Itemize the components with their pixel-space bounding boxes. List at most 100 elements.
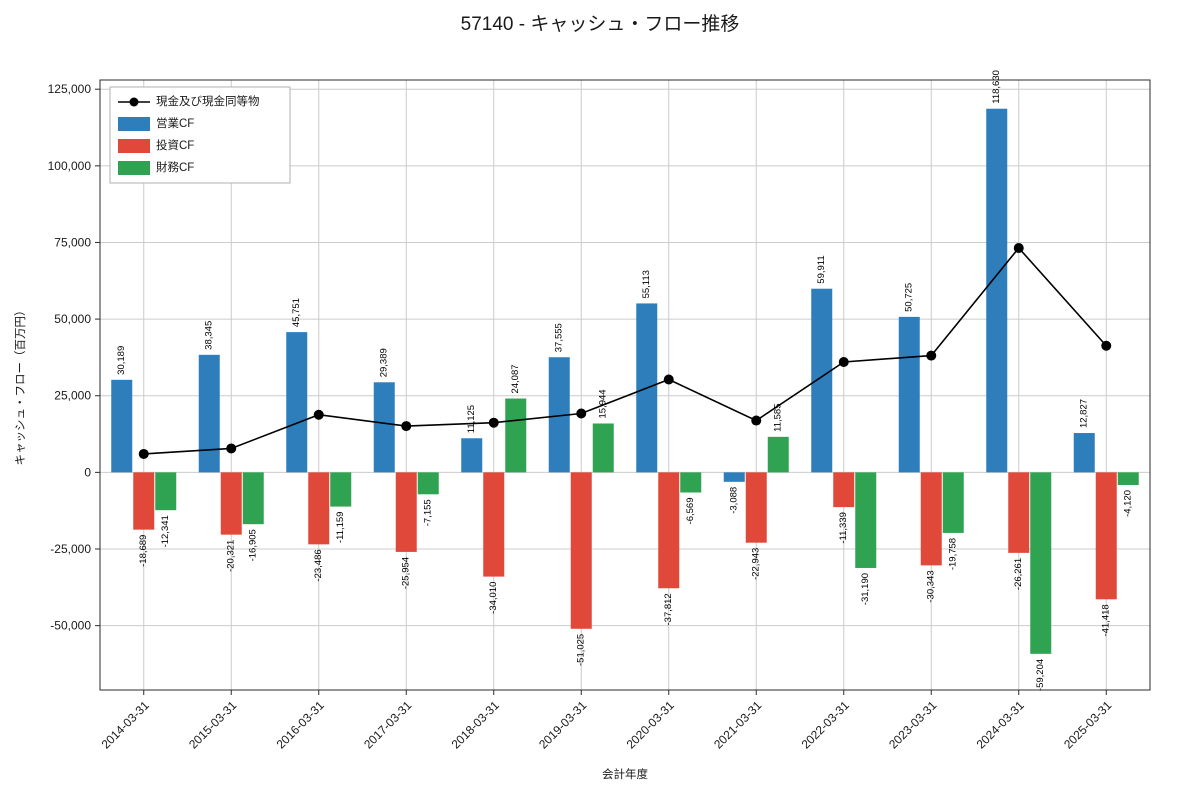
y-tick-label: 75,000 bbox=[54, 235, 91, 249]
bar-営業CF bbox=[811, 288, 833, 473]
bar-value-label: -11,339 bbox=[838, 512, 849, 544]
bar-財務CF bbox=[417, 472, 439, 495]
bar-value-label: -22,943 bbox=[751, 548, 762, 580]
x-tick-label: 2024-03-31 bbox=[974, 698, 1028, 752]
bar-財務CF bbox=[1117, 472, 1139, 485]
bar-value-label: -51,025 bbox=[576, 634, 587, 666]
bar-value-label: -12,341 bbox=[160, 515, 171, 547]
legend-label-bar: 営業CF bbox=[156, 116, 194, 130]
y-axis-label: キャッシュ・フロー（百万円） bbox=[14, 305, 27, 466]
bar-value-label: -4,120 bbox=[1123, 490, 1134, 517]
x-tick-label: 2019-03-31 bbox=[536, 698, 590, 752]
cash-equivalents-marker bbox=[751, 415, 762, 426]
x-tick-label: 2014-03-31 bbox=[99, 698, 153, 752]
legend-label-bar: 投資CF bbox=[156, 138, 194, 152]
bar-財務CF bbox=[942, 472, 964, 533]
bar-財務CF bbox=[592, 423, 614, 473]
bar-value-label: 37,555 bbox=[554, 323, 565, 352]
x-tick-label: 2025-03-31 bbox=[1061, 698, 1115, 752]
bar-営業CF bbox=[286, 332, 308, 473]
bar-営業CF bbox=[198, 354, 220, 473]
bar-value-label: 12,827 bbox=[1079, 399, 1090, 428]
y-tick-label: -50,000 bbox=[50, 619, 91, 633]
cash-equivalents-marker bbox=[576, 408, 587, 419]
bar-財務CF bbox=[505, 398, 527, 473]
x-tick-label: 2020-03-31 bbox=[624, 698, 678, 752]
bar-投資CF bbox=[658, 472, 680, 589]
bar-営業CF bbox=[111, 379, 133, 473]
plot-area: 30,189 38,345 45,751 29,389 11,125 37,555 55,1… bbox=[48, 70, 1151, 752]
bar-value-label: -31,190 bbox=[860, 573, 871, 605]
bar-営業CF bbox=[986, 108, 1008, 473]
bar-投資CF bbox=[920, 472, 942, 566]
plot-border bbox=[99, 79, 1151, 691]
bar-営業CF bbox=[373, 382, 395, 473]
bar-value-label: 30,189 bbox=[116, 346, 127, 375]
bar-財務CF bbox=[680, 472, 702, 493]
bar-財務CF bbox=[242, 472, 264, 525]
legend-label-bar: 財務CF bbox=[156, 160, 194, 174]
bar-投資CF bbox=[220, 472, 242, 535]
bar-value-label: -23,486 bbox=[313, 549, 324, 581]
bar-投資CF bbox=[1008, 472, 1030, 553]
bar-営業CF bbox=[898, 316, 920, 473]
cash-equivalents-marker bbox=[401, 421, 412, 432]
bar-value-label: -18,689 bbox=[138, 535, 149, 567]
bar-value-label: -25,954 bbox=[401, 557, 412, 589]
x-tick-label: 2017-03-31 bbox=[361, 698, 415, 752]
cash-equivalents-marker bbox=[1101, 340, 1112, 351]
y-tick-label: 50,000 bbox=[54, 312, 91, 326]
bar-value-label: 55,113 bbox=[641, 270, 652, 298]
legend-swatch-icon bbox=[118, 139, 150, 153]
bar-value-label: 59,911 bbox=[816, 255, 827, 283]
y-tick-label: 125,000 bbox=[48, 82, 92, 96]
bar-value-label: -3,088 bbox=[729, 487, 740, 514]
bar-value-label: -7,155 bbox=[423, 499, 434, 526]
bar-投資CF bbox=[133, 472, 155, 530]
cash-equivalents-line bbox=[143, 246, 1107, 455]
bar-value-label: 11,585 bbox=[773, 403, 784, 431]
x-tick-label: 2015-03-31 bbox=[186, 698, 240, 752]
bar-財務CF bbox=[767, 436, 789, 473]
bar-投資CF bbox=[483, 472, 505, 577]
y-tick-label: 100,000 bbox=[48, 159, 92, 173]
bar-営業CF bbox=[1073, 433, 1095, 473]
bar-value-label: 118,630 bbox=[991, 70, 1002, 104]
bar-投資CF bbox=[308, 472, 330, 545]
bar-財務CF bbox=[155, 472, 177, 511]
cash-equivalents-marker bbox=[663, 374, 674, 385]
bar-value-label: -6,569 bbox=[685, 497, 696, 524]
x-tick-label: 2023-03-31 bbox=[886, 698, 940, 752]
chart-title: 57140 - キャッシュ・フロー推移 bbox=[461, 13, 740, 35]
cash-equivalents-marker bbox=[1013, 242, 1024, 253]
bar-財務CF bbox=[855, 472, 877, 568]
bar-value-label: 24,087 bbox=[510, 364, 521, 393]
bar-営業CF bbox=[461, 438, 483, 473]
x-tick-label: 2016-03-31 bbox=[274, 698, 328, 752]
cash-equivalents-marker bbox=[488, 417, 499, 428]
bar-value-label: -11,159 bbox=[335, 512, 346, 544]
legend-swatch-icon bbox=[118, 117, 150, 131]
bar-投資CF bbox=[395, 472, 417, 552]
bar-投資CF bbox=[833, 472, 855, 508]
bar-財務CF bbox=[1030, 472, 1052, 654]
bar-value-label: 11,125 bbox=[466, 405, 477, 433]
x-tick-label: 2021-03-31 bbox=[711, 698, 765, 752]
legend-swatch-icon bbox=[118, 161, 150, 175]
y-tick-label: -25,000 bbox=[50, 542, 91, 556]
cash-equivalents-marker bbox=[138, 448, 149, 459]
bar-value-label: 50,725 bbox=[904, 283, 915, 312]
bar-value-label: -19,758 bbox=[948, 538, 959, 570]
bar-value-label: -30,343 bbox=[926, 570, 937, 602]
bar-value-label: -26,261 bbox=[1013, 558, 1024, 590]
x-tick-label: 2022-03-31 bbox=[799, 698, 853, 752]
bar-営業CF bbox=[723, 472, 745, 482]
cash-equivalents-marker bbox=[926, 350, 937, 361]
y-tick-label: 25,000 bbox=[54, 389, 91, 403]
y-tick-label: 0 bbox=[84, 465, 91, 479]
bar-value-label: -41,418 bbox=[1101, 604, 1112, 636]
bar-value-label: -34,010 bbox=[488, 582, 499, 614]
x-tick-label: 2018-03-31 bbox=[449, 698, 503, 752]
